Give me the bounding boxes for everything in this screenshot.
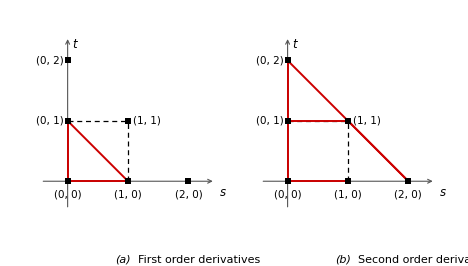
Text: (1, 0): (1, 0) — [114, 189, 142, 199]
Text: (0, 1): (0, 1) — [256, 116, 283, 126]
Text: s: s — [440, 186, 446, 199]
Text: (1, 1): (1, 1) — [353, 116, 380, 126]
Text: (1, 0): (1, 0) — [334, 189, 362, 199]
Text: (0, 2): (0, 2) — [256, 56, 283, 65]
Text: t: t — [72, 38, 76, 51]
Text: (0, 0): (0, 0) — [54, 189, 81, 199]
Text: First order derivatives: First order derivatives — [131, 255, 260, 265]
Text: (0, 1): (0, 1) — [36, 116, 63, 126]
Text: (a): (a) — [116, 255, 131, 265]
Text: (0, 0): (0, 0) — [274, 189, 301, 199]
Text: t: t — [292, 38, 296, 51]
Text: (2, 0): (2, 0) — [175, 189, 202, 199]
Text: s: s — [220, 186, 226, 199]
Text: (1, 1): (1, 1) — [133, 116, 161, 126]
Text: (b): (b) — [335, 255, 351, 265]
Text: (2, 0): (2, 0) — [395, 189, 422, 199]
Text: (0, 2): (0, 2) — [36, 56, 63, 65]
Text: Second order deriva-
tives: Second order deriva- tives — [351, 255, 468, 266]
